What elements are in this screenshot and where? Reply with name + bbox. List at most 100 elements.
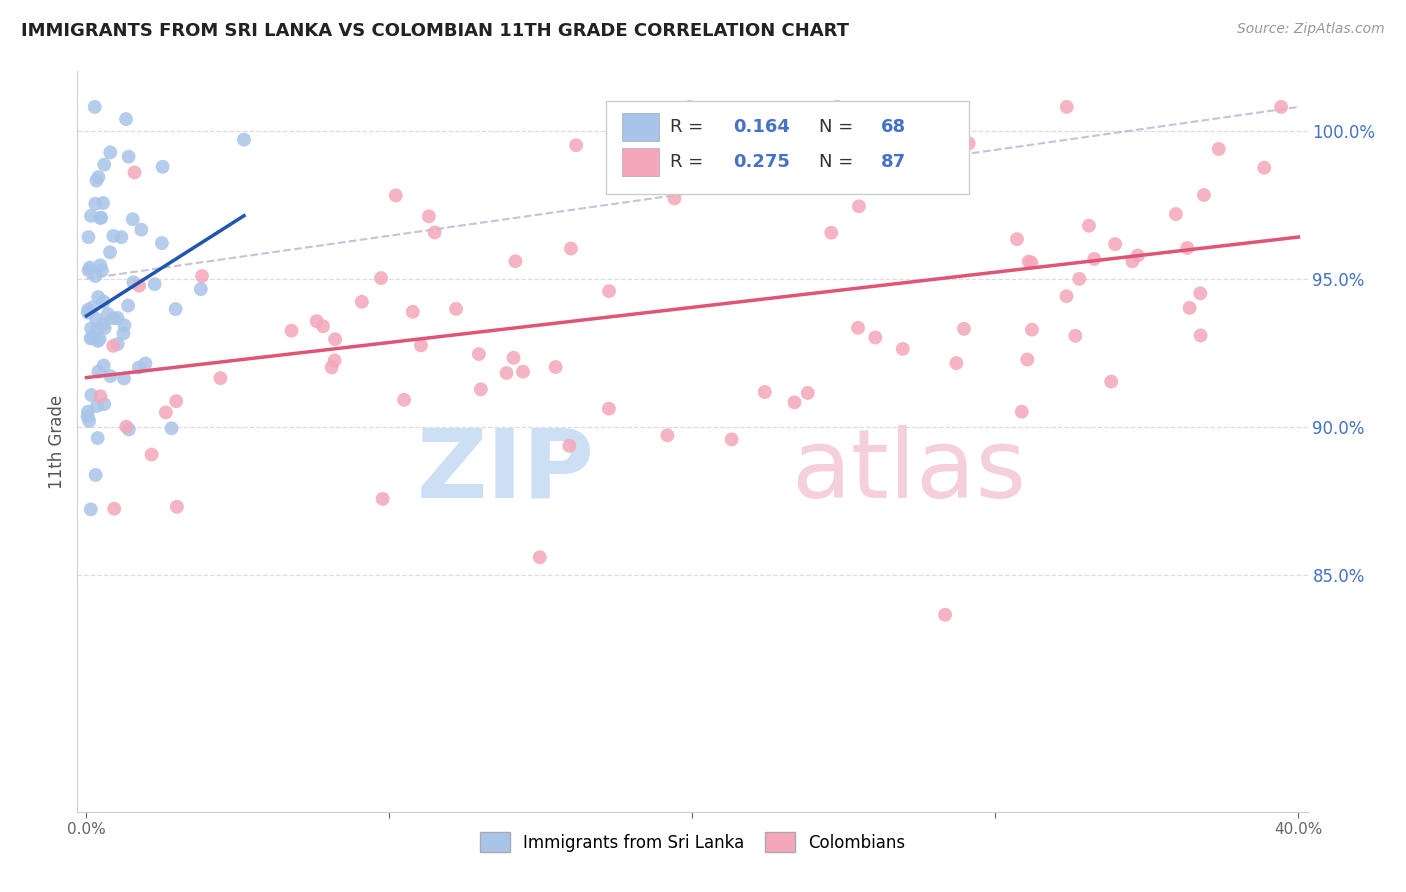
Point (80, 209, 103, 223)
Point (100, 369, 122, 384)
Point (544, 359, 567, 374)
Point (1175, 241, 1198, 255)
Point (84, 268, 107, 283)
Point (150, 236, 173, 251)
Point (1178, 301, 1201, 315)
Point (1056, 100, 1078, 114)
Point (598, 401, 620, 416)
Point (1164, 207, 1187, 221)
Point (957, 136, 980, 151)
Text: N =: N = (820, 153, 859, 171)
Point (93, 294, 115, 309)
Point (423, 226, 446, 240)
Point (86, 431, 108, 445)
Point (98, 245, 121, 260)
Point (321, 360, 343, 375)
Point (166, 500, 188, 514)
Point (720, 433, 742, 447)
Point (1083, 252, 1105, 266)
Point (86, 323, 108, 337)
Point (565, 138, 588, 153)
Point (141, 448, 163, 462)
Point (1077, 219, 1099, 233)
Point (93, 321, 115, 335)
Point (1121, 254, 1143, 268)
Point (846, 321, 869, 335)
Point (91, 196, 114, 211)
Point (98, 145, 121, 160)
Point (190, 282, 212, 296)
Point (558, 439, 581, 453)
Legend: Immigrants from Sri Lanka, Colombians: Immigrants from Sri Lanka, Colombians (474, 825, 911, 859)
Point (90, 211, 112, 225)
Text: ZIP: ZIP (416, 425, 595, 517)
Point (87, 365, 110, 379)
Point (444, 301, 467, 316)
Point (77, 302, 100, 317)
Point (103, 228, 125, 243)
Point (128, 360, 150, 375)
Point (79, 260, 101, 275)
Point (80, 330, 103, 344)
Point (323, 353, 346, 368)
Point (280, 324, 302, 338)
Point (409, 338, 432, 352)
Point (77, 230, 100, 244)
Point (160, 421, 183, 435)
Point (402, 304, 425, 318)
Point (86, 173, 108, 187)
Point (93, 158, 115, 172)
Point (418, 210, 440, 224)
Point (155, 405, 177, 419)
Point (128, 278, 150, 293)
Point (679, 100, 702, 114)
Point (1064, 328, 1087, 343)
Point (1005, 232, 1028, 246)
Point (891, 342, 914, 356)
Point (754, 385, 776, 400)
Point (783, 395, 806, 409)
Point (724, 178, 747, 193)
Text: Source: ZipAtlas.com: Source: ZipAtlas.com (1237, 22, 1385, 37)
Point (371, 491, 394, 506)
Point (80, 388, 103, 402)
Point (84, 467, 107, 482)
Point (115, 112, 138, 126)
Point (152, 160, 174, 174)
FancyBboxPatch shape (606, 101, 969, 194)
Point (90, 263, 112, 277)
Point (1192, 188, 1215, 202)
Point (103, 501, 125, 516)
Point (856, 105, 879, 120)
Point (115, 419, 138, 434)
Point (112, 371, 135, 385)
Text: 87: 87 (880, 153, 905, 171)
Point (165, 394, 187, 409)
Text: N =: N = (820, 118, 859, 136)
Point (77, 263, 100, 277)
Point (495, 366, 517, 380)
Point (529, 550, 551, 565)
Text: 68: 68 (880, 118, 905, 136)
Point (305, 314, 328, 328)
Point (730, 106, 752, 120)
Point (103, 339, 125, 353)
Point (1104, 237, 1126, 252)
Point (823, 147, 845, 161)
Point (1208, 142, 1230, 156)
FancyBboxPatch shape (623, 148, 659, 177)
Point (664, 191, 686, 205)
Point (89, 258, 111, 272)
Text: 0.275: 0.275 (733, 153, 790, 171)
Text: atlas: atlas (792, 425, 1026, 517)
Point (865, 330, 887, 344)
Point (143, 277, 166, 292)
Point (560, 242, 582, 256)
Point (77, 414, 100, 428)
Point (350, 294, 373, 309)
Point (87, 334, 110, 348)
Point (80, 502, 103, 516)
Point (80, 321, 103, 335)
Point (657, 428, 679, 442)
Point (134, 357, 156, 371)
